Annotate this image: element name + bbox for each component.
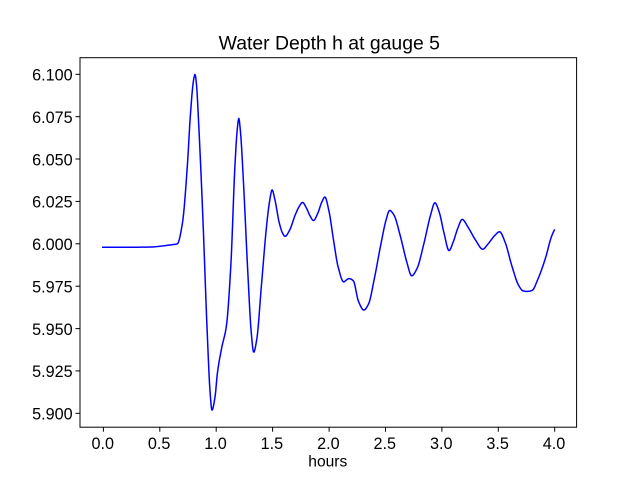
svg-text:hours: hours xyxy=(308,453,347,470)
svg-text:2.0: 2.0 xyxy=(317,435,340,453)
svg-text:3.5: 3.5 xyxy=(486,435,509,453)
svg-text:5.950: 5.950 xyxy=(32,321,73,339)
svg-text:0.0: 0.0 xyxy=(91,435,114,453)
svg-text:5.925: 5.925 xyxy=(32,363,73,381)
svg-text:2.5: 2.5 xyxy=(374,435,397,453)
svg-text:Water Depth h at gauge 5: Water Depth h at gauge 5 xyxy=(219,32,440,54)
svg-text:1.0: 1.0 xyxy=(204,435,227,453)
svg-text:0.5: 0.5 xyxy=(148,435,171,453)
svg-text:4.0: 4.0 xyxy=(543,435,566,453)
svg-text:6.100: 6.100 xyxy=(32,67,73,85)
svg-text:6.000: 6.000 xyxy=(32,236,73,254)
svg-text:3.0: 3.0 xyxy=(430,435,453,453)
svg-text:6.025: 6.025 xyxy=(32,194,73,212)
svg-text:6.075: 6.075 xyxy=(32,109,73,127)
svg-text:5.975: 5.975 xyxy=(32,279,73,297)
svg-text:6.050: 6.050 xyxy=(32,151,73,169)
svg-text:5.900: 5.900 xyxy=(32,406,73,424)
svg-text:1.5: 1.5 xyxy=(261,435,284,453)
